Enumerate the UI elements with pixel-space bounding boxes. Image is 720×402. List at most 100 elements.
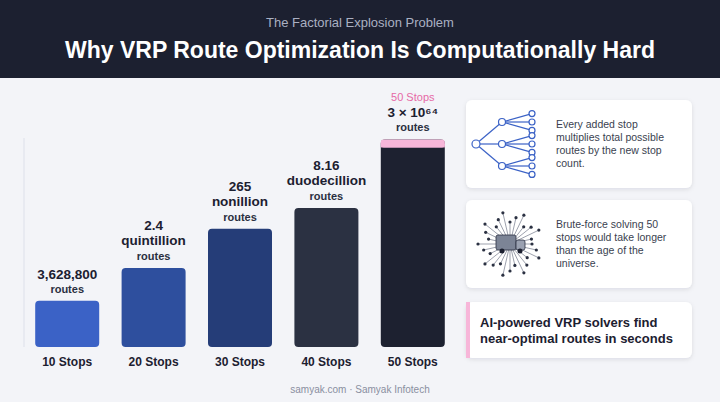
data-label: 3 × 10⁶⁴: [387, 105, 438, 120]
text-line: AI-powered VRP solvers find: [480, 315, 658, 330]
text-line: near-optimal routes in seconds: [480, 331, 673, 346]
x-tick-label: 30 Stops: [215, 355, 265, 369]
network-node: [499, 262, 502, 265]
data-label-line: nonillion: [212, 194, 268, 209]
text-line: multiplies total possible: [556, 131, 664, 143]
text-line: Brute-force solving 50: [556, 218, 658, 230]
network-node: [537, 256, 540, 259]
bar: [381, 139, 445, 347]
tree-edge: [502, 166, 532, 174]
data-label: 2.4quintillion: [121, 218, 185, 248]
network-node: [530, 238, 533, 241]
network-node: [514, 216, 517, 219]
network-node: [484, 231, 487, 234]
network-node: [508, 269, 511, 272]
highlight-cap: [381, 139, 445, 147]
bar: [294, 208, 358, 347]
note-text: Every added stopmultiplies total possibl…: [556, 118, 664, 169]
truck-wheel: [500, 249, 505, 254]
tree-icon: [472, 111, 535, 178]
text-line: stops would take longer: [556, 231, 667, 243]
network-node: [525, 264, 528, 267]
header-band: [0, 0, 720, 78]
network-node: [501, 274, 504, 277]
data-label-unit: routes: [137, 250, 171, 262]
data-label: 8.16duodecillion: [287, 158, 367, 188]
tree-leaf: [529, 171, 535, 177]
tree-edge: [502, 136, 532, 144]
tree-edge: [502, 144, 532, 152]
data-label: 3,628,800: [37, 267, 97, 282]
network-node: [476, 242, 479, 245]
tree-leaf: [529, 133, 535, 139]
data-label-line: 2.4: [144, 218, 163, 233]
note-card: [466, 200, 692, 288]
network-node: [482, 248, 485, 251]
tree-edge: [476, 144, 502, 166]
title: Why VRP Route Optimization Is Computatio…: [65, 37, 655, 63]
tree-leaf: [529, 155, 535, 161]
network-icon: [476, 211, 540, 277]
background: [0, 0, 720, 402]
callout-text: AI-powered VRP solvers findnear-optimal …: [480, 315, 673, 346]
bars: [35, 139, 445, 347]
text-line: routes by the new stop: [556, 144, 662, 156]
network-node: [497, 218, 500, 221]
tree-edge: [502, 121, 532, 122]
network-node: [501, 211, 504, 214]
x-tick-label: 20 Stops: [129, 355, 179, 369]
network-node: [530, 226, 533, 229]
bar: [122, 268, 186, 347]
x-tick-label: 50 Stops: [388, 355, 438, 369]
note-text: Brute-force solving 50stops would take l…: [556, 218, 667, 269]
subtitle: The Factorial Explosion Problem: [266, 15, 454, 30]
text-line: count.: [556, 157, 585, 169]
network-node: [537, 229, 540, 232]
tree-leaf: [529, 141, 535, 147]
tree-edge: [502, 114, 532, 122]
tree-edge: [502, 122, 532, 130]
x-tick-label: 10 Stops: [42, 355, 92, 369]
bar: [35, 301, 99, 347]
truck-cab: [516, 240, 525, 250]
note-card: [466, 100, 692, 188]
callout-card: [466, 302, 692, 358]
tree-node: [499, 119, 506, 126]
tree-edge: [476, 122, 502, 144]
y-axis-line: [24, 138, 25, 347]
network-node: [492, 264, 495, 267]
callout-accent: [466, 302, 470, 358]
network-node: [495, 225, 498, 228]
truck-wheel: [518, 249, 523, 254]
truck-body: [496, 235, 516, 250]
footer: samyak.com · Samyak Infotech: [290, 384, 430, 395]
tree-node: [499, 141, 506, 148]
network-node: [526, 256, 529, 259]
tree-leaf: [529, 119, 535, 125]
tree-leaf: [529, 111, 535, 117]
network-node: [522, 214, 525, 217]
tree-node: [499, 163, 506, 170]
network-node: [487, 238, 490, 241]
x-tick-label: 40 Stops: [301, 355, 351, 369]
text-line: Every added stop: [556, 118, 638, 130]
network-node: [489, 252, 492, 255]
data-label-line: 8.16: [313, 158, 340, 173]
text-line: universe.: [556, 257, 599, 269]
data-label-line: 265: [229, 179, 252, 194]
network-node: [522, 271, 525, 274]
tree-root: [472, 140, 480, 148]
tree-leaf: [529, 163, 535, 169]
highlight-cap: [381, 143, 445, 147]
network-node: [530, 242, 533, 245]
data-label: 265nonillion: [212, 179, 268, 209]
data-label-line: duodecillion: [287, 173, 367, 188]
network-node: [535, 248, 538, 251]
tree-edge: [502, 143, 532, 144]
network-node: [522, 225, 525, 228]
data-label-line: quintillion: [121, 233, 185, 248]
text-line: than the age of the: [556, 244, 644, 256]
tree-edge: [502, 158, 532, 166]
network-node: [513, 264, 516, 267]
tree-edge: [502, 165, 532, 166]
